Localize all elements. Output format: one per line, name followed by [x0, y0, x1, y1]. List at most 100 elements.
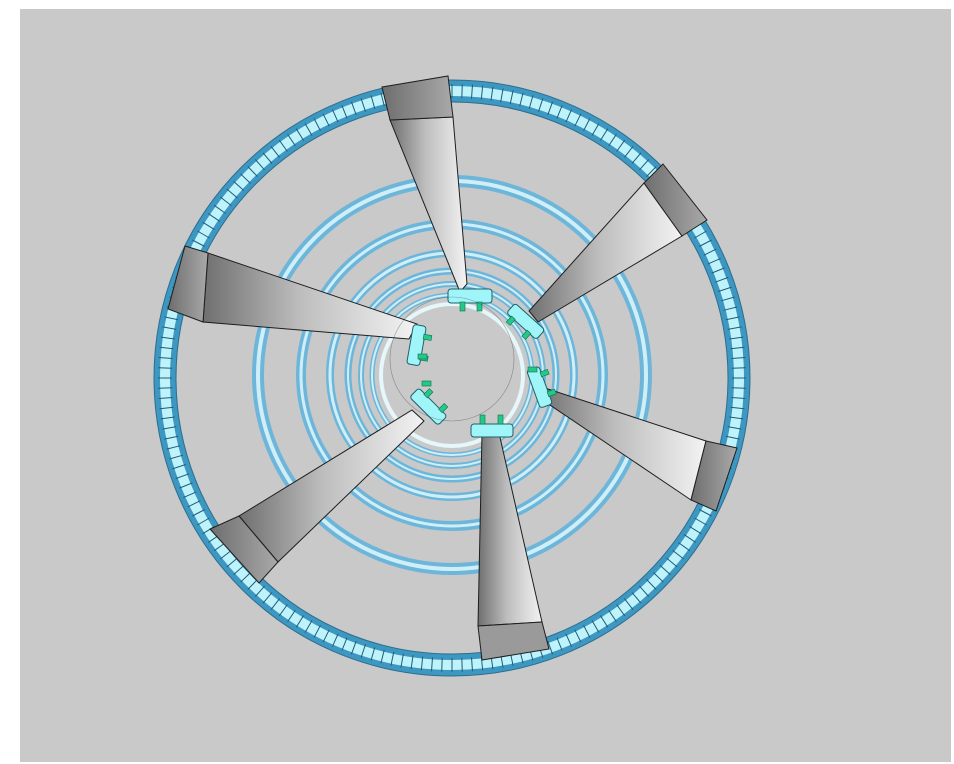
outer-ring-segment: [718, 286, 732, 292]
outer-ring-segment: [370, 647, 376, 661]
outer-ring-segment: [631, 592, 642, 604]
outer-ring-segment: [410, 655, 414, 670]
outer-ring-segment: [175, 473, 190, 480]
detector-wheel-drawing: [153, 75, 751, 677]
outer-ring-segment: [322, 629, 330, 643]
outer-ring-segment: [183, 491, 197, 499]
outer-ring-segment: [599, 128, 609, 141]
outer-ring-segment: [616, 604, 626, 617]
outer-ring-segment: [646, 166, 657, 177]
outer-ring-segment: [262, 152, 273, 164]
outer-ring-segment: [624, 145, 634, 158]
outer-ring-segment: [304, 620, 313, 633]
outer-ring-segment: [565, 109, 573, 123]
outer-ring-segment: [727, 426, 742, 430]
outer-ring-segment: [565, 633, 573, 647]
outer-ring-segment: [370, 95, 376, 109]
outer-ring-segment: [730, 346, 745, 350]
outer-ring-segment: [233, 180, 245, 191]
spoke-left: [167, 245, 418, 340]
outer-ring-segment: [247, 166, 258, 177]
outer-ring-segment: [547, 640, 554, 655]
outer-ring-segment: [608, 609, 617, 622]
outer-ring-segment: [471, 84, 473, 99]
outer-ring-segment: [591, 123, 600, 136]
outer-ring-segment: [254, 585, 265, 597]
outer-ring-segment: [331, 109, 339, 123]
outer-ring-segment: [698, 239, 712, 247]
outer-ring-segment: [583, 118, 591, 132]
outer-ring-segment: [624, 598, 634, 611]
outer-ring-segment: [159, 406, 174, 410]
outer-ring-segment: [547, 101, 554, 116]
outer-ring-segment: [287, 134, 296, 147]
outer-ring-segment: [639, 585, 650, 597]
outer-ring-segment: [441, 657, 443, 672]
outer-ring-segment: [471, 657, 473, 672]
outer-ring-segment: [729, 416, 744, 420]
outer-ring-segment: [727, 326, 742, 330]
spoke-top: [381, 75, 468, 293]
outer-ring-segment: [233, 565, 245, 576]
outer-ring-segment: [711, 267, 725, 274]
outer-ring-segment: [461, 657, 463, 672]
outer-ring-segment: [694, 517, 707, 526]
outer-ring-segment: [262, 592, 273, 604]
outer-ring-segment: [169, 454, 183, 460]
outer-ring-segment: [731, 367, 746, 369]
outer-ring-segment: [219, 550, 232, 560]
outer-ring-segment: [197, 230, 210, 239]
outer-ring-segment: [247, 579, 258, 590]
outer-ring-segment: [666, 557, 678, 568]
outer-ring-segment: [461, 84, 463, 99]
outer-ring-segment: [556, 637, 563, 651]
outer-ring-segment: [538, 98, 544, 112]
outer-ring-segment: [725, 435, 740, 440]
outer-ring-segment: [313, 624, 321, 638]
outer-ring-segment: [304, 123, 313, 136]
outer-ring-segment: [160, 416, 175, 420]
outer-ring-segment: [480, 85, 484, 100]
outer-ring-segment: [158, 357, 173, 359]
outer-ring-segment: [659, 565, 671, 576]
hub-clip: [505, 303, 545, 340]
outer-ring-segment: [350, 101, 357, 116]
outer-ring-segment: [179, 482, 193, 489]
outer-ring-segment: [729, 336, 744, 340]
outer-ring-segment: [240, 572, 251, 583]
hub-clips: [406, 288, 557, 438]
outer-ring-segment: [158, 397, 173, 399]
outer-ring-segment: [574, 113, 582, 127]
outer-ring-segment: [287, 609, 296, 622]
outer-ring-segment: [341, 105, 348, 119]
outer-ring-segment: [653, 572, 664, 583]
outer-ring-segment: [295, 128, 305, 141]
outer-ring-segment: [574, 629, 582, 643]
spoke-bottom: [477, 432, 550, 661]
outer-ring-segment: [278, 604, 288, 617]
outer-ring-segment: [731, 387, 746, 389]
outer-ring-segment: [431, 657, 433, 672]
outer-ring-segment: [192, 509, 206, 517]
outer-ring-segment: [500, 88, 504, 103]
outer-ring-segment: [202, 221, 215, 231]
spoke-right: [538, 385, 738, 512]
outer-ring-segment: [731, 397, 746, 399]
outer-ring-segment: [730, 406, 745, 410]
cad-viewport[interactable]: [20, 9, 951, 762]
outer-ring-segment: [313, 118, 321, 132]
outer-ring-segment: [420, 656, 424, 671]
outer-ring-segment: [164, 435, 179, 440]
outer-ring-segment: [616, 139, 626, 152]
spoke-lower-left: [209, 409, 425, 584]
outer-ring-segment: [162, 426, 177, 430]
outer-ring-segment: [331, 633, 339, 647]
outer-ring-segment: [160, 336, 175, 340]
outer-ring-segment: [226, 188, 238, 199]
outer-ring-segment: [208, 213, 221, 222]
outer-ring-segment: [380, 92, 385, 107]
outer-ring-segment: [166, 445, 181, 450]
outer-ring-segment: [689, 525, 702, 535]
outer-ring-segment: [360, 644, 366, 658]
outer-ring-segment: [270, 598, 280, 611]
